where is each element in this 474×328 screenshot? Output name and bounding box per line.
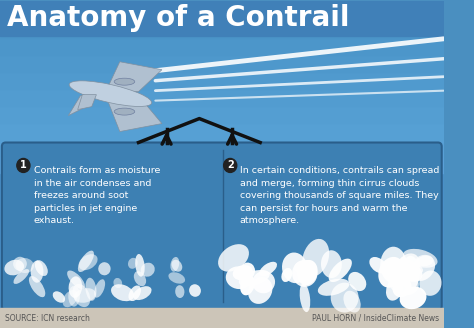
Ellipse shape xyxy=(16,258,34,273)
Ellipse shape xyxy=(63,290,78,307)
Ellipse shape xyxy=(282,268,292,282)
Ellipse shape xyxy=(369,257,387,274)
Bar xyxy=(0,156,444,174)
Ellipse shape xyxy=(128,285,141,301)
Ellipse shape xyxy=(67,271,85,289)
Ellipse shape xyxy=(69,276,82,298)
Ellipse shape xyxy=(321,250,342,278)
FancyBboxPatch shape xyxy=(2,143,442,310)
Ellipse shape xyxy=(111,284,134,301)
Ellipse shape xyxy=(401,256,419,290)
Ellipse shape xyxy=(226,266,252,289)
Ellipse shape xyxy=(240,263,255,279)
Bar xyxy=(0,123,444,139)
Ellipse shape xyxy=(175,285,184,298)
Polygon shape xyxy=(106,62,162,92)
Text: SOURCE: ICN research: SOURCE: ICN research xyxy=(5,314,90,322)
Ellipse shape xyxy=(392,278,411,297)
Bar xyxy=(0,89,444,106)
Ellipse shape xyxy=(248,277,273,304)
Text: Contrails form as moisture
in the air condenses and
freezes around soot
particle: Contrails form as moisture in the air co… xyxy=(34,166,160,225)
Text: PAUL HORN / InsideClimate News: PAUL HORN / InsideClimate News xyxy=(312,314,439,322)
Ellipse shape xyxy=(79,254,98,270)
Ellipse shape xyxy=(135,254,145,277)
Ellipse shape xyxy=(394,254,420,283)
Polygon shape xyxy=(68,96,93,115)
Ellipse shape xyxy=(416,255,433,266)
Ellipse shape xyxy=(378,257,404,288)
Bar xyxy=(0,4,444,21)
Ellipse shape xyxy=(292,260,318,287)
Ellipse shape xyxy=(252,271,275,293)
Bar xyxy=(0,55,444,72)
Bar xyxy=(0,38,444,55)
Ellipse shape xyxy=(68,286,80,307)
Ellipse shape xyxy=(168,272,185,284)
Ellipse shape xyxy=(348,272,366,291)
Circle shape xyxy=(224,158,237,173)
Ellipse shape xyxy=(318,279,349,296)
Ellipse shape xyxy=(73,284,90,307)
Ellipse shape xyxy=(401,264,422,282)
Ellipse shape xyxy=(239,270,270,286)
Ellipse shape xyxy=(133,286,152,300)
Ellipse shape xyxy=(282,253,308,283)
Ellipse shape xyxy=(98,262,110,275)
Bar xyxy=(0,139,444,156)
Ellipse shape xyxy=(69,81,152,107)
Ellipse shape xyxy=(328,258,352,282)
Ellipse shape xyxy=(13,257,27,271)
Ellipse shape xyxy=(35,260,48,276)
Ellipse shape xyxy=(331,283,358,313)
Ellipse shape xyxy=(400,287,427,309)
Polygon shape xyxy=(78,95,96,110)
Ellipse shape xyxy=(114,78,135,85)
Bar xyxy=(0,72,444,89)
Bar xyxy=(0,21,444,38)
Ellipse shape xyxy=(419,271,441,296)
Ellipse shape xyxy=(294,261,308,274)
Ellipse shape xyxy=(240,275,255,295)
Ellipse shape xyxy=(114,108,135,115)
Ellipse shape xyxy=(53,291,65,303)
Ellipse shape xyxy=(141,263,155,277)
Ellipse shape xyxy=(85,278,97,301)
Ellipse shape xyxy=(74,288,96,303)
Ellipse shape xyxy=(78,251,94,272)
Text: 1: 1 xyxy=(20,160,27,171)
Ellipse shape xyxy=(13,269,29,284)
Text: 2: 2 xyxy=(227,160,234,171)
Ellipse shape xyxy=(128,258,137,269)
Bar xyxy=(0,106,444,123)
Bar xyxy=(0,308,444,328)
Ellipse shape xyxy=(411,256,435,281)
Ellipse shape xyxy=(300,283,310,312)
Ellipse shape xyxy=(31,260,44,283)
Ellipse shape xyxy=(4,260,24,276)
Ellipse shape xyxy=(397,257,409,283)
Ellipse shape xyxy=(233,265,253,280)
Ellipse shape xyxy=(344,291,361,313)
Polygon shape xyxy=(106,96,162,132)
Ellipse shape xyxy=(189,284,201,297)
Bar xyxy=(0,1,444,36)
Ellipse shape xyxy=(134,271,146,286)
Ellipse shape xyxy=(172,260,182,272)
Circle shape xyxy=(17,158,30,173)
Ellipse shape xyxy=(403,249,438,268)
Ellipse shape xyxy=(259,262,277,276)
Text: In certain conditions, contrails can spread
and merge, forming thin cirrus cloud: In certain conditions, contrails can spr… xyxy=(239,166,439,225)
Ellipse shape xyxy=(94,279,105,298)
Ellipse shape xyxy=(170,257,179,272)
Ellipse shape xyxy=(29,276,46,297)
Ellipse shape xyxy=(297,260,318,285)
Ellipse shape xyxy=(396,259,423,274)
Text: Anatomy of a Contrail: Anatomy of a Contrail xyxy=(8,4,350,32)
Ellipse shape xyxy=(388,269,419,295)
Ellipse shape xyxy=(386,277,403,301)
Ellipse shape xyxy=(113,278,122,288)
Ellipse shape xyxy=(302,239,329,277)
Ellipse shape xyxy=(380,247,407,283)
Ellipse shape xyxy=(218,244,249,272)
